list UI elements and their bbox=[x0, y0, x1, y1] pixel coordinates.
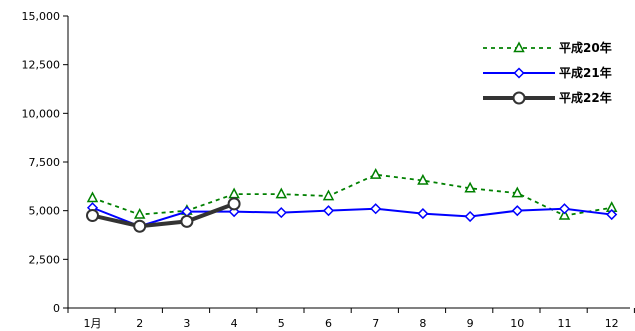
data-point bbox=[369, 168, 382, 179]
legend-marker bbox=[512, 91, 526, 105]
y-tick-label: 10,000 bbox=[22, 107, 61, 120]
legend-marker bbox=[513, 41, 525, 53]
x-tick-label: 10 bbox=[510, 317, 524, 330]
y-tick-label: 2,500 bbox=[29, 253, 61, 266]
data-point bbox=[227, 197, 241, 211]
x-tick-label: 3 bbox=[183, 317, 190, 330]
legend-label: 平成22年 bbox=[559, 90, 612, 105]
data-point bbox=[417, 173, 429, 185]
series-2 bbox=[86, 202, 618, 232]
x-tick-label: 9 bbox=[467, 317, 474, 330]
data-point bbox=[86, 191, 99, 203]
series-group bbox=[86, 168, 618, 233]
legend-item: 平成20年 bbox=[483, 40, 612, 55]
data-point bbox=[275, 187, 288, 199]
x-tick-label: 2 bbox=[136, 317, 143, 330]
x-ticks: 1月 2 3 4 5 6 7 8 9 10 11 12 bbox=[67, 308, 635, 330]
y-tick-label: 7,500 bbox=[29, 156, 61, 169]
data-point bbox=[511, 205, 523, 217]
data-point bbox=[322, 205, 335, 217]
legend-item: 平成22年 bbox=[483, 90, 612, 105]
legend-marker bbox=[513, 67, 525, 79]
series-3 bbox=[86, 197, 241, 233]
legend-label: 平成21年 bbox=[559, 65, 612, 80]
data-point bbox=[370, 203, 382, 215]
axes bbox=[67, 16, 630, 309]
data-point bbox=[133, 219, 147, 233]
x-tick-label: 1月 bbox=[84, 317, 102, 330]
data-point bbox=[464, 181, 476, 193]
data-point bbox=[133, 207, 146, 219]
y-tick-label: 12,500 bbox=[22, 59, 61, 72]
data-point bbox=[322, 189, 335, 201]
series-line bbox=[92, 206, 612, 228]
x-tick-label: 4 bbox=[231, 317, 238, 330]
x-tick-label: 11 bbox=[558, 317, 572, 330]
legend-item: 平成21年 bbox=[483, 65, 612, 80]
data-point bbox=[86, 209, 99, 223]
y-tick-label: 15,000 bbox=[22, 10, 61, 23]
x-tick-label: 12 bbox=[605, 317, 619, 330]
data-point bbox=[228, 187, 240, 199]
x-tick-label: 8 bbox=[419, 317, 426, 330]
y-tick-label: 5,000 bbox=[29, 205, 61, 218]
y-ticks: 0 2,500 5,000 7,500 10,000 12,500 15,000 bbox=[22, 10, 68, 315]
series-line bbox=[92, 201, 235, 229]
y-tick-label: 0 bbox=[53, 302, 60, 315]
x-tick-label: 5 bbox=[278, 317, 285, 330]
data-point bbox=[558, 203, 571, 215]
data-point bbox=[464, 210, 476, 223]
series-line bbox=[92, 173, 612, 217]
legend-label: 平成20年 bbox=[559, 40, 612, 55]
data-point bbox=[275, 207, 287, 219]
data-point bbox=[558, 208, 571, 220]
x-tick-label: 7 bbox=[372, 317, 379, 330]
x-tick-label: 6 bbox=[325, 317, 332, 330]
series-1 bbox=[86, 168, 618, 220]
data-point bbox=[511, 186, 524, 198]
data-point bbox=[180, 214, 194, 228]
data-point bbox=[417, 208, 429, 220]
data-point bbox=[606, 208, 618, 221]
